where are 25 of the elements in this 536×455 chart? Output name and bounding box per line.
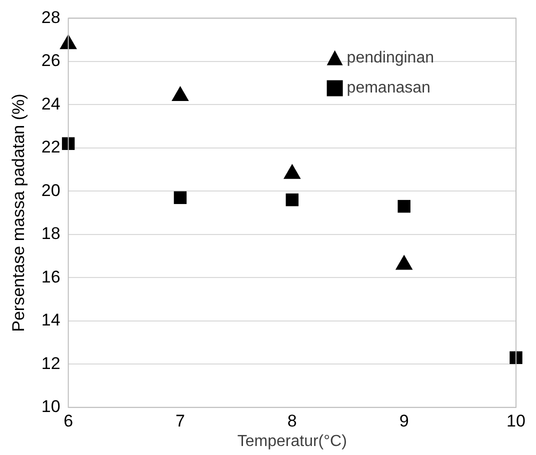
y-tick-label: 16 (41, 267, 60, 286)
y-tick-label: 24 (41, 94, 60, 114)
y-tick-label: 28 (41, 8, 60, 27)
x-axis-title: Temperatur(°C) (237, 432, 347, 450)
x-tick-label: 10 (506, 411, 526, 430)
y-tick-label: 12 (41, 354, 60, 373)
point (398, 200, 410, 213)
y-axis-title: Persentase massa padatan (%) (8, 94, 28, 332)
point (510, 351, 522, 364)
x-tick-label: 7 (176, 411, 185, 430)
point (174, 191, 187, 204)
x-tick-label: 9 (399, 411, 409, 430)
x-tick-label: 6 (64, 411, 74, 430)
y-tick-label: 22 (41, 138, 60, 157)
y-tick-label: 26 (41, 51, 60, 70)
y-tick-label: 18 (41, 224, 60, 244)
legend-label: pemanasan (346, 80, 430, 97)
point (172, 86, 189, 102)
legend-label: pendinginan (346, 50, 434, 67)
point (286, 193, 299, 206)
y-tick-label: 20 (41, 180, 60, 200)
y-tick-label: 10 (41, 397, 60, 416)
y-tick-label: 14 (41, 310, 60, 330)
x-tick-label: 8 (287, 411, 297, 430)
point (62, 137, 75, 150)
